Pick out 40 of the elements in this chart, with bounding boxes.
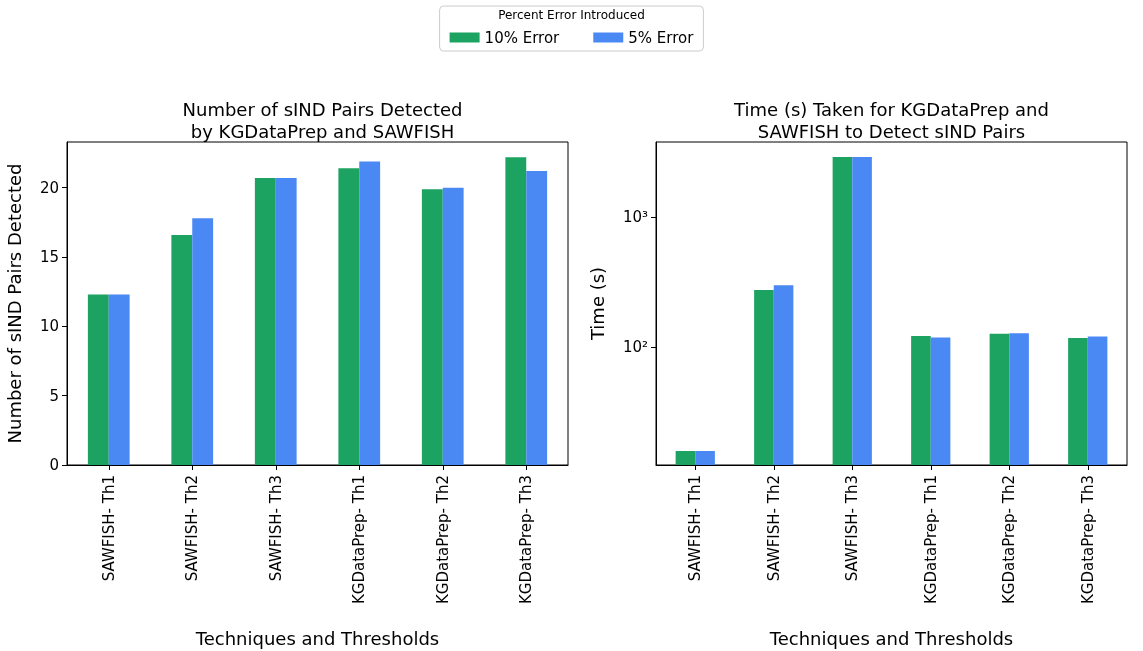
bar	[421, 189, 443, 465]
x-tick-label: KGDataPrep- Th3	[517, 475, 536, 605]
bar	[442, 187, 464, 465]
chart-title: Time (s) Taken for KGDataPrep and SAWFISH to Detect sIND Pairs	[733, 98, 1049, 142]
bar	[254, 178, 276, 465]
y-tick-label: 10³	[622, 207, 648, 226]
x-tick-label: KGDataPrep- Th2	[1000, 475, 1019, 605]
y-tick-label: 10²	[622, 338, 648, 357]
x-tick-label: SAWFISH- Th1	[99, 475, 118, 582]
y-axis-title: Number of sIND Pairs Detected	[3, 163, 25, 444]
y-axis-title: Time (s)	[586, 266, 608, 342]
bar	[526, 171, 548, 465]
x-tick-label: SAWFISH- Th3	[266, 475, 285, 582]
y-tick-label: 20	[39, 178, 59, 197]
y-tick-label: 0	[49, 456, 59, 474]
x-tick-label: KGDataPrep- Th3	[1078, 475, 1097, 605]
bar	[171, 234, 193, 465]
legend-label: 5% Error	[628, 28, 695, 47]
bar	[275, 178, 297, 465]
x-tick-label: KGDataPrep- Th1	[350, 475, 369, 605]
y-tick-label: 10	[39, 317, 59, 336]
y-tick-label: 5	[49, 386, 59, 405]
bar	[192, 218, 214, 465]
chart-title: Number of sIND Pairs Detected by KGDataPrep and SAWFISH	[182, 98, 463, 142]
x-tick-label: SAWFISH- Th1	[686, 475, 705, 582]
bar	[505, 157, 527, 465]
x-tick-label: KGDataPrep- Th2	[433, 475, 452, 605]
x-axis-title: Techniques and Thresholds	[194, 627, 440, 649]
bar	[338, 168, 360, 465]
x-tick-label: SAWFISH- Th2	[183, 475, 202, 582]
x-tick-label: KGDataPrep- Th1	[921, 475, 940, 605]
y-tick-label: 15	[39, 248, 59, 267]
legend-label: 10% Error	[484, 28, 561, 47]
x-tick-label: SAWFISH- Th2	[764, 475, 783, 582]
x-axis-title: Techniques and Thresholds	[768, 627, 1014, 649]
bar	[108, 294, 130, 465]
legend-title: Percent Error Introduced	[498, 8, 645, 22]
x-tick-label: SAWFISH- Th3	[843, 475, 862, 582]
bar	[87, 294, 109, 465]
bar	[359, 161, 381, 465]
